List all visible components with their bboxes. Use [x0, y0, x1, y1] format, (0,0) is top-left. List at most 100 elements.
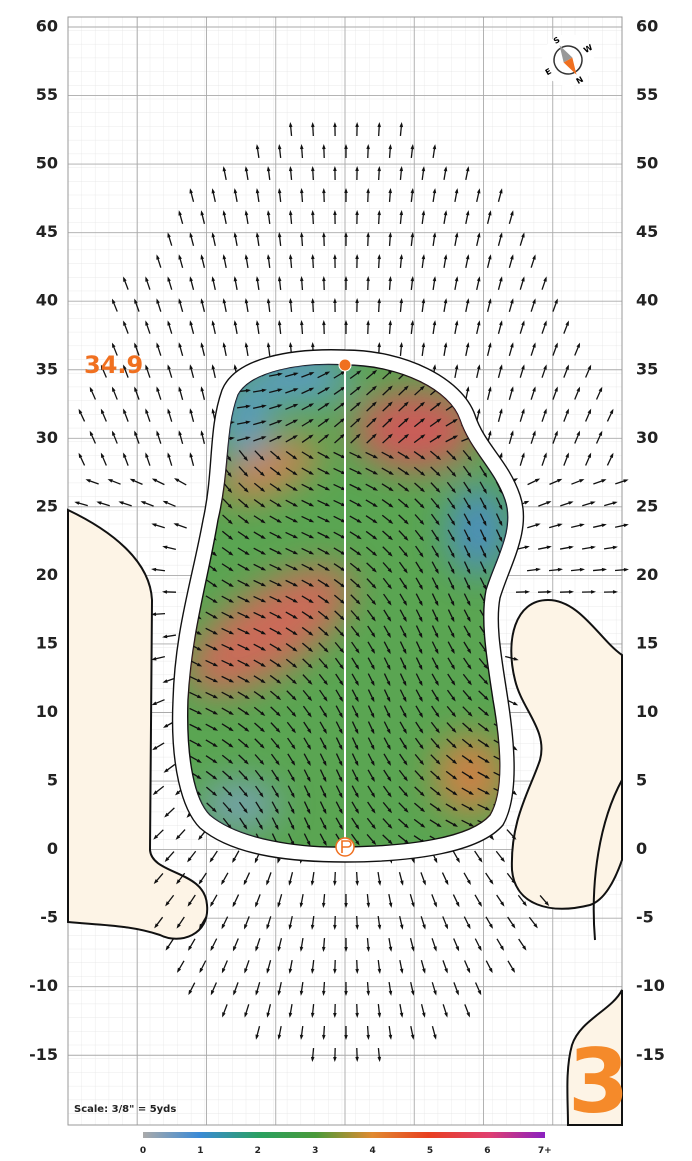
arrow-head: [568, 590, 574, 594]
arrow-head: [307, 696, 313, 702]
arrow-head: [243, 487, 249, 493]
arrow-head: [451, 727, 457, 733]
arrow-head: [410, 232, 415, 238]
arrow-head: [467, 648, 472, 654]
arrow-head: [388, 535, 393, 541]
arrow-head: [399, 298, 404, 304]
arrow-head: [435, 520, 440, 526]
arrow-head: [211, 276, 216, 282]
arrow-head: [402, 680, 407, 687]
arrow-head: [450, 616, 455, 623]
arrow-head: [402, 696, 407, 703]
arrow-head: [371, 824, 376, 830]
arrow-head: [162, 723, 169, 728]
arrow-head: [371, 792, 376, 798]
arrow-head: [333, 880, 337, 886]
arrow-head: [292, 582, 299, 587]
arrow-head: [266, 1012, 271, 1018]
arrow-head: [260, 695, 266, 700]
arrow-head: [402, 728, 407, 734]
arrow-head: [74, 501, 80, 505]
arrow-head: [276, 679, 282, 684]
arrow-head: [333, 122, 337, 128]
arrow-head: [243, 808, 248, 814]
arrow-head: [434, 600, 439, 607]
arrow-head: [356, 535, 362, 540]
arrow-head: [366, 990, 371, 996]
arrow-head: [338, 712, 343, 719]
arrow-head: [244, 743, 250, 749]
arrow-head: [244, 968, 248, 974]
compass-e: E: [544, 67, 553, 78]
arrow-head: [371, 433, 377, 439]
arrow-head: [388, 470, 394, 475]
arrow-head: [443, 298, 448, 304]
arrow-head: [543, 320, 547, 326]
arrow-head: [145, 276, 149, 282]
arrow-head: [196, 710, 203, 715]
arrow-head: [134, 342, 138, 348]
arrow-head: [387, 584, 392, 590]
arrow-head: [565, 364, 569, 370]
arrow-head: [386, 680, 391, 687]
arrow-head: [178, 342, 182, 348]
arrow-head: [254, 858, 259, 864]
arrow-head: [276, 614, 283, 619]
arrow-head: [484, 774, 491, 779]
arrow-head: [467, 456, 473, 462]
arrow-head: [112, 430, 116, 436]
arrow-head: [435, 504, 441, 510]
arrow-head: [468, 790, 474, 795]
arrow-head: [546, 590, 552, 594]
arrow-head: [601, 523, 607, 528]
arrow-head: [245, 420, 251, 425]
arrow-head: [521, 276, 525, 282]
arrow-head: [366, 320, 370, 326]
arrow-head: [293, 388, 299, 392]
arrow-head: [221, 879, 226, 885]
arrow-head: [259, 743, 265, 749]
arrow-head: [372, 502, 378, 508]
arrow-head: [522, 901, 527, 907]
legend-label: 5: [427, 1146, 433, 1156]
arrow-head: [310, 1012, 315, 1018]
arrow-head: [266, 254, 271, 260]
arrow-head: [276, 630, 283, 635]
arrow-head: [587, 408, 592, 414]
arrow-head: [372, 519, 378, 524]
arrow-head: [212, 742, 218, 748]
arrow-head: [189, 232, 193, 238]
arrow-head: [163, 768, 169, 773]
arrow-head: [418, 664, 423, 671]
arrow-head: [275, 776, 280, 782]
arrow-head: [78, 452, 83, 459]
arrow-head: [292, 614, 298, 619]
arrow-head: [532, 298, 536, 304]
arrow-head: [434, 568, 439, 575]
arrow-head: [228, 598, 235, 603]
arrow-head: [609, 452, 614, 459]
arrow-head: [277, 188, 282, 194]
arrow-head: [554, 386, 558, 392]
arrow-head: [292, 631, 298, 636]
arrow-head: [324, 470, 331, 475]
arrow-head: [200, 210, 205, 216]
arrow-head: [576, 430, 581, 436]
arrow-head: [212, 599, 218, 604]
y-label-left: -10: [29, 976, 58, 995]
arrow-head: [434, 664, 439, 671]
arrow-head: [277, 388, 283, 393]
front-marker: [338, 358, 352, 372]
arrow-head: [324, 454, 331, 459]
arrow-head: [452, 791, 458, 796]
arrow-head: [403, 552, 409, 558]
arrow-head: [399, 166, 404, 172]
arrow-head: [129, 478, 135, 483]
arrow-head: [228, 614, 235, 619]
arrow-head: [498, 504, 503, 511]
arrow-head: [292, 502, 299, 507]
arrow-head: [484, 727, 490, 732]
arrow-head: [306, 808, 311, 815]
arrow-head: [258, 824, 263, 830]
arrow-head: [451, 520, 456, 526]
